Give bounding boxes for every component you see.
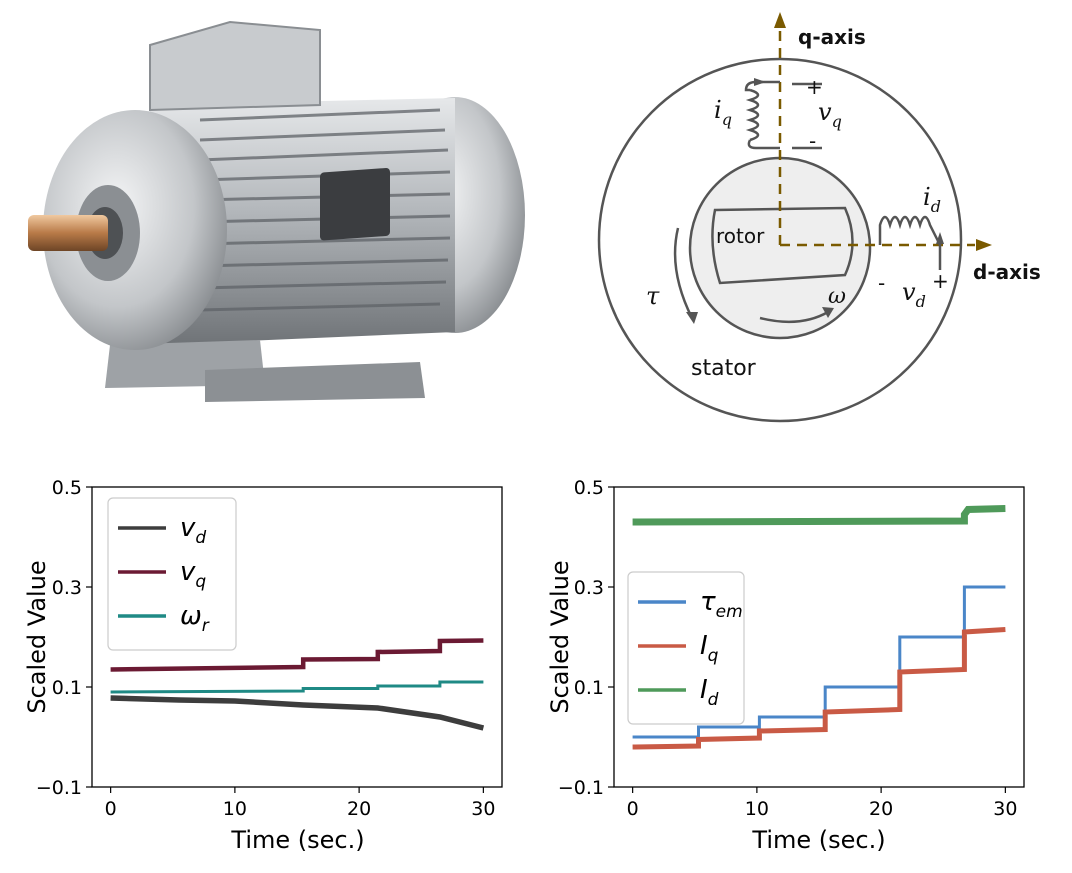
cooling-fins: [199, 108, 451, 312]
stator-label: stator: [691, 356, 757, 381]
legend-entry: ωr: [180, 601, 210, 636]
d-winding-coil-icon: [878, 215, 944, 270]
rotation-arrow-icon: [759, 310, 829, 324]
vd-plus-sign: +: [932, 269, 949, 293]
chart-torque-currents: −0.1 0.1 0.3 0.5 0 10 20 30 τem Iq Id Time (sec.)…: [525, 460, 1072, 869]
y-tick-label: 0.5: [52, 477, 82, 499]
series-line-v-q: [110, 638, 484, 672]
y-tick-label: −0.1: [558, 777, 604, 799]
terminal-box: [149, 20, 321, 112]
y-tick-label: −0.1: [36, 777, 82, 799]
vq-plus-sign: +: [806, 75, 823, 99]
x-tick-label: 20: [869, 798, 893, 820]
legend-entry: Id: [700, 675, 719, 710]
series-line-I-d: [632, 505, 1006, 526]
x-tick-label: 10: [223, 798, 247, 820]
x-tick-label: 30: [471, 798, 495, 820]
x-tick-label: 10: [745, 798, 769, 820]
rotor-label: rotor: [716, 224, 765, 248]
chart-voltages-speed: −0.1 0.1 0.3 0.5 0 10 20 30 vd vq ωr Time (sec.) …: [0, 460, 520, 869]
legend-box: [107, 497, 237, 651]
x-tick-label: 20: [347, 798, 371, 820]
legend-entry: vq: [180, 557, 206, 592]
plot-frame: [613, 486, 1025, 788]
x-axis-label: Time (sec.): [230, 826, 364, 854]
series-line-v-d: [110, 695, 485, 731]
y-tick-label: 0.3: [574, 577, 604, 599]
id-label: id: [923, 183, 941, 216]
omega-label: ω: [828, 284, 846, 309]
q-axis-label: q-axis: [798, 25, 866, 49]
vq-label: vq: [818, 98, 842, 131]
legend-entry: τem: [700, 587, 743, 622]
y-tick-label: 0.5: [574, 477, 604, 499]
q-winding-coil-icon: [744, 78, 822, 150]
rotor-winding: [711, 206, 854, 285]
d-axis-arrow-icon: [976, 239, 992, 251]
y-tick-label: 0.3: [52, 577, 82, 599]
vq-minus-sign: -: [809, 129, 816, 153]
vd-label: vd: [902, 278, 926, 311]
motor-photo: [0, 0, 540, 420]
legend-entry: vd: [180, 513, 206, 548]
motor-foot-rear: [205, 362, 425, 402]
nameplate: [320, 167, 390, 241]
iq-label: iq: [714, 96, 732, 129]
y-axis-label: Scaled Value: [546, 560, 574, 713]
legend-box: [627, 571, 745, 725]
dq-axis-diagram: q-axis d-axis rotor stator iq vq + - id …: [560, 0, 1072, 430]
x-tick-label: 30: [993, 798, 1017, 820]
torque-arrow-icon: [673, 227, 694, 319]
motor-shaft: [28, 215, 108, 251]
q-axis-arrow-icon: [774, 12, 786, 28]
series-line-I-q: [632, 627, 1006, 750]
y-tick-label: 0.1: [574, 677, 604, 699]
series-line-τ-em: [632, 585, 1006, 739]
vd-minus-sign: -: [878, 271, 885, 295]
series-line-ω-r: [110, 680, 484, 694]
x-axis-label: Time (sec.): [751, 826, 885, 854]
d-axis-label: d-axis: [973, 260, 1041, 284]
legend-entry: Iq: [700, 631, 719, 666]
x-tick-label: 0: [105, 798, 117, 820]
y-tick-label: 0.1: [52, 677, 82, 699]
tau-label: τ: [646, 282, 660, 310]
x-tick-label: 0: [627, 798, 639, 820]
plot-frame: [91, 486, 503, 788]
y-axis-label: Scaled Value: [23, 560, 51, 713]
